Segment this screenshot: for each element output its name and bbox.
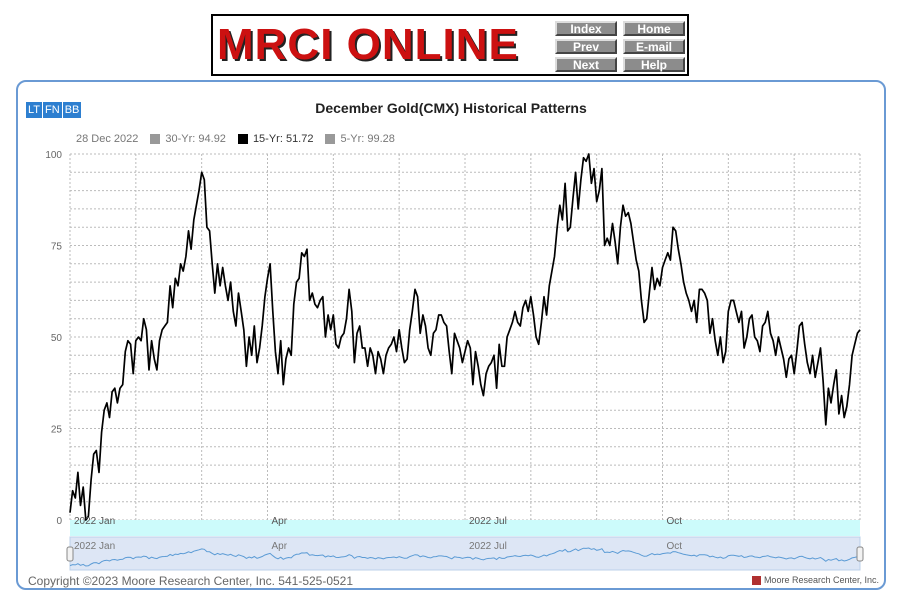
date-band <box>70 520 860 536</box>
nav-index-button[interactable]: Index <box>555 21 617 36</box>
range-button-fn[interactable]: FN <box>43 102 62 118</box>
legend: 28 Dec 2022 30-Yr: 94.92 15-Yr: 51.72 5-… <box>76 133 407 145</box>
navigator-handle <box>66 546 74 562</box>
legend-swatch <box>325 134 336 144</box>
nav-help-button[interactable]: Help <box>623 57 685 72</box>
navigator-handle <box>856 546 864 562</box>
nav-prev-button[interactable]: Prev <box>555 39 617 54</box>
chart-plot[interactable]: 2022 Jan Apr 2022 Jul Oct 0 25 50 75 100 2022 Ja… <box>18 82 884 588</box>
brand-credit[interactable]: Moore Research Center, Inc. <box>751 575 879 585</box>
chart-title: December Gold(CMX) Historical Patterns <box>315 100 587 116</box>
navigator-series-line <box>69 547 861 567</box>
y-tick-label: 75 <box>51 242 63 253</box>
navigator-area <box>69 536 861 571</box>
x-tick-label: 2022 Jan <box>74 516 115 527</box>
range-buttons: LT FN BB <box>26 102 82 118</box>
legend-date: 28 Dec 2022 <box>76 133 139 145</box>
series-line-15yr <box>69 153 861 521</box>
mrci-banner: MRCI ONLINE Index Home Prev E-mail Next … <box>211 14 689 76</box>
range-button-lt[interactable]: LT <box>26 102 43 118</box>
y-tick-label: 100 <box>45 150 62 161</box>
navigator-label: Apr <box>272 541 288 552</box>
nav-next-button[interactable]: Next <box>555 57 617 72</box>
x-tick-label: Oct <box>667 516 683 527</box>
x-tick-label: Apr <box>272 516 288 527</box>
legend-item-30yr[interactable]: 30-Yr: 94.92 <box>150 133 226 145</box>
brand-logo-icon <box>751 575 761 585</box>
legend-item-15yr[interactable]: 15-Yr: 51.72 <box>237 133 313 145</box>
navigator-label: 2022 Jul <box>469 541 507 552</box>
y-tick-label: 50 <box>51 333 63 344</box>
copyright-text: Copyright ©2023 Moore Research Center, I… <box>28 574 354 588</box>
range-button-bb[interactable]: BB <box>62 102 82 118</box>
nav-home-button[interactable]: Home <box>623 21 685 36</box>
mrci-logo[interactable]: MRCI ONLINE <box>217 20 519 69</box>
chart-panel: LT FN BB December Gold(CMX) Historical P… <box>16 80 886 590</box>
navigator-label: Oct <box>667 541 683 552</box>
x-tick-label: 2022 Jul <box>469 516 507 527</box>
nav-grid: Index Home Prev E-mail Next Help <box>555 19 687 73</box>
y-tick-label: 0 <box>56 516 62 527</box>
legend-swatch <box>150 134 161 144</box>
nav-email-button[interactable]: E-mail <box>623 39 685 54</box>
navigator-label: 2022 Jan <box>74 541 115 552</box>
legend-item-5yr[interactable]: 5-Yr: 99.28 <box>325 133 395 145</box>
legend-swatch <box>237 134 248 144</box>
y-tick-label: 25 <box>51 425 63 436</box>
